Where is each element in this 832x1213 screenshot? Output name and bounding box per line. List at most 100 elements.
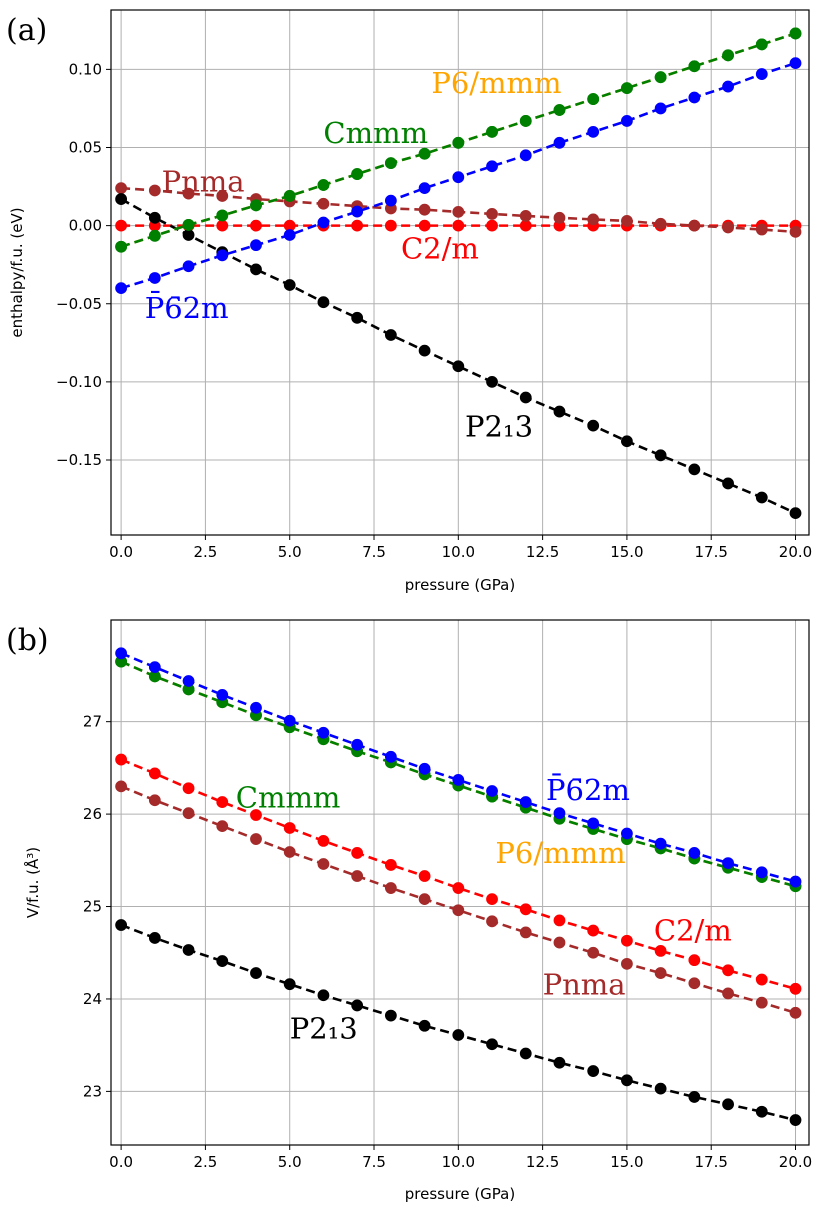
x-tick-label: 17.5 xyxy=(695,1153,728,1171)
data-point-cmmm xyxy=(789,27,802,40)
data-point-pnma xyxy=(283,846,296,858)
data-point-p2-3 xyxy=(621,1074,633,1087)
data-point-c2-m xyxy=(486,893,498,906)
data-point-p2-3 xyxy=(384,329,397,341)
data-point-cmmm xyxy=(587,93,600,105)
data-point-cmmm xyxy=(688,60,701,73)
data-point-p2-3 xyxy=(722,477,734,490)
data-point-p-6-2m xyxy=(519,149,532,162)
data-point-c2-m xyxy=(722,964,734,977)
data-point-p2-3 xyxy=(115,919,128,931)
data-point-p-6-2m xyxy=(384,750,397,763)
y-tick-label: 25 xyxy=(83,898,102,916)
data-point-p-6-2m xyxy=(722,857,734,869)
data-point-p2-3 xyxy=(351,999,364,1012)
data-point-p-6-2m xyxy=(250,701,262,714)
series-label-p2-3: P2₁3 xyxy=(290,1012,358,1046)
data-point-cmmm xyxy=(216,209,229,222)
series-line-c2-m xyxy=(120,758,796,991)
data-point-pnma xyxy=(519,210,532,222)
data-point-c2-m xyxy=(384,859,397,871)
x-tick-label: 7.5 xyxy=(362,1153,386,1171)
series-label-cmmm: Cmmm xyxy=(236,781,341,815)
data-point-pnma xyxy=(452,205,465,218)
data-point-p2-3 xyxy=(486,375,498,388)
data-point-p-6-2m xyxy=(587,817,600,830)
data-point-c2-m xyxy=(115,753,128,766)
data-point-pnma xyxy=(688,219,701,232)
x-tick-label: 7.5 xyxy=(362,543,386,561)
data-point-cmmm xyxy=(519,115,532,127)
data-point-cmmm xyxy=(317,179,330,191)
data-point-pnma xyxy=(384,882,397,894)
series-line-p2-3 xyxy=(120,197,797,515)
data-point-p-6-2m xyxy=(216,688,229,701)
data-point-cmmm xyxy=(115,240,128,253)
series-label-pnma: Pnma xyxy=(543,967,626,1001)
data-point-p2-3 xyxy=(654,449,667,462)
x-tick-label: 10.0 xyxy=(442,543,475,561)
data-point-pnma xyxy=(452,904,465,917)
data-point-pnma xyxy=(789,1006,802,1019)
data-point-p2-3 xyxy=(587,1065,600,1077)
data-point-cmmm xyxy=(553,104,566,116)
data-point-p2-3 xyxy=(115,193,128,205)
data-point-p2-3 xyxy=(452,1029,465,1041)
series-label-p6-mmm: P6/mmm xyxy=(431,66,561,100)
data-point-c2-m xyxy=(519,219,532,232)
series-line-p-6-2m xyxy=(120,652,796,883)
x-tick-label: 15.0 xyxy=(610,1153,643,1171)
data-point-pnma xyxy=(216,190,229,202)
plot-frame xyxy=(110,9,810,536)
y-axis-label: enthalpy/f.u. (eV) xyxy=(8,207,26,337)
data-point-p-6-2m xyxy=(755,68,768,80)
data-point-cmmm xyxy=(182,218,195,231)
data-point-pnma xyxy=(486,915,498,928)
x-tick-label: 12.5 xyxy=(526,1153,559,1171)
data-point-c2-m xyxy=(250,219,262,232)
data-point-p-6-2m xyxy=(283,714,296,727)
data-point-pnma xyxy=(722,987,734,1000)
data-point-cmmm xyxy=(148,229,161,242)
data-point-p-6-2m xyxy=(621,827,633,840)
panel-label: (a) xyxy=(6,13,47,48)
data-point-p-6-2m xyxy=(418,762,431,775)
data-point-c2-m xyxy=(755,973,768,986)
data-point-p2-3 xyxy=(182,944,195,956)
data-point-pnma xyxy=(755,996,768,1009)
data-point-p-6-2m xyxy=(486,785,498,797)
data-point-p2-3 xyxy=(317,296,330,309)
x-tick-label: 0.0 xyxy=(109,1153,133,1171)
data-point-p2-3 xyxy=(384,1009,397,1022)
y-tick-label: −0.05 xyxy=(56,295,102,313)
data-point-p2-3 xyxy=(621,435,633,448)
data-point-pnma xyxy=(587,946,600,959)
data-point-p-6-2m xyxy=(148,272,161,284)
chart-panel-b: 0.0 2.5 5.0 7.5 10.0 12.5 15.0 17.5 20.0 27 26 25 24… xyxy=(6,619,812,1203)
data-point-p-6-2m xyxy=(351,738,364,751)
data-point-c2-m xyxy=(519,903,532,916)
data-point-p-6-2m xyxy=(115,647,128,660)
data-point-p-6-2m xyxy=(452,171,465,184)
data-point-c2-m xyxy=(789,982,802,995)
x-tick-label: 5.0 xyxy=(278,1153,302,1171)
data-point-pnma xyxy=(621,957,633,970)
data-point-p-6-2m xyxy=(216,249,229,262)
data-point-p-6-2m xyxy=(351,205,364,218)
data-point-p-6-2m xyxy=(789,57,802,70)
data-point-p-6-2m xyxy=(654,837,667,850)
data-point-c2-m xyxy=(148,767,161,780)
data-point-c2-m xyxy=(250,809,262,821)
y-tick-label: 23 xyxy=(83,1082,102,1100)
series-label-p-6-2m: P̄6̄2m xyxy=(546,772,630,807)
data-point-p2-3 xyxy=(216,955,229,967)
data-point-p2-3 xyxy=(148,211,161,224)
data-point-cmmm xyxy=(418,147,431,160)
data-point-p2-3 xyxy=(688,1091,701,1103)
series-label-p2-3: P2₁3 xyxy=(465,410,533,444)
data-point-p2-3 xyxy=(755,491,768,504)
series-label-c2-m: C2/m xyxy=(654,914,732,948)
data-point-c2-m xyxy=(486,219,498,232)
data-point-p2-3 xyxy=(789,507,802,520)
